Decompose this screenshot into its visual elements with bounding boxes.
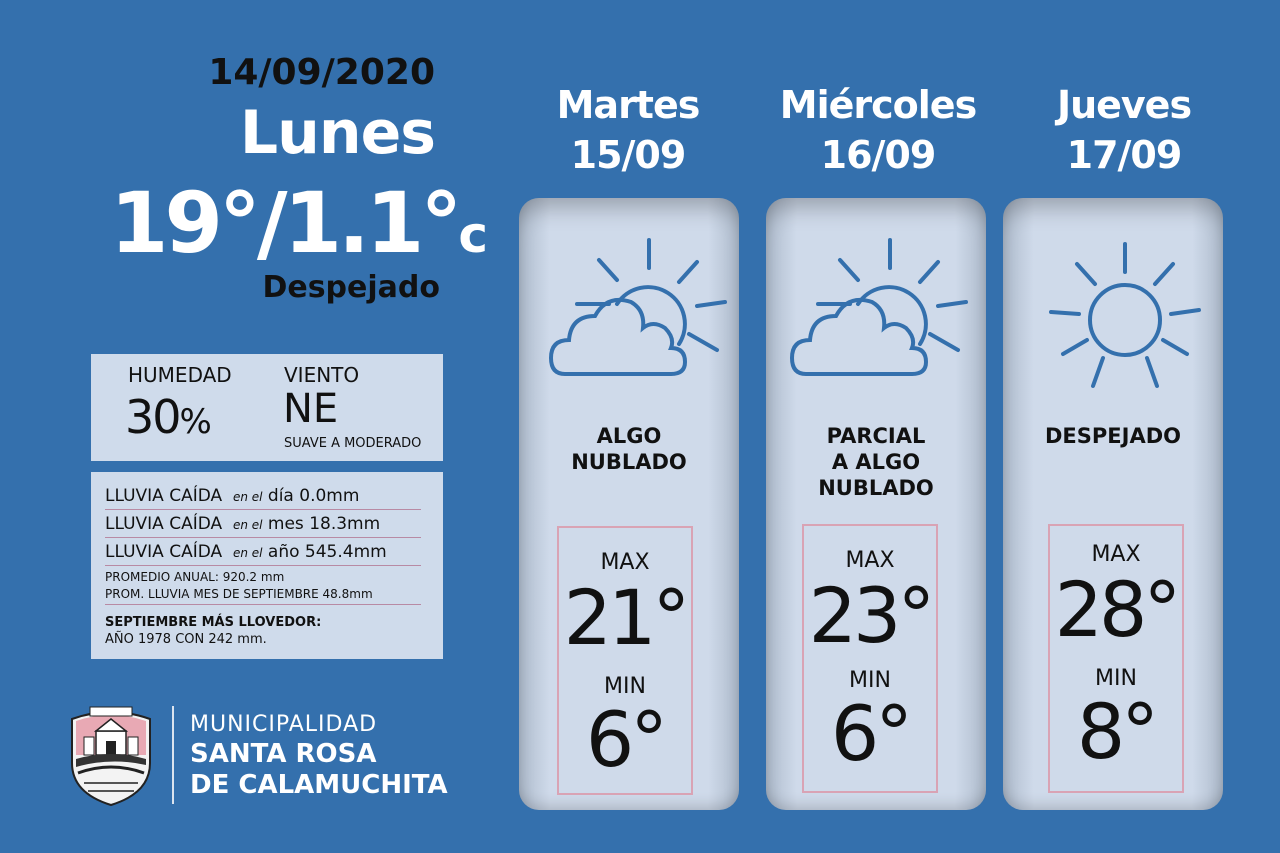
rain-row-month: LLUVIA CAÍDA en el mes 18.3mm (105, 512, 421, 538)
forecast-card: ALGO NUBLADO MAX 21° MIN 6° (519, 198, 739, 810)
current-day-name: Lunes (239, 98, 436, 168)
forecast-condition: DESPEJADO (1003, 423, 1223, 449)
rain-row-label: LLUVIA CAÍDA (105, 514, 223, 534)
partly-cloudy-icon (788, 232, 968, 386)
rainiest-september-title: SEPTIEMBRE MÁS LLOVEDOR: (105, 615, 322, 630)
rain-row-value: 0.0mm (299, 486, 360, 506)
municipality-name: SANTA ROSA DE CALAMUCHITA (190, 739, 448, 801)
min-temperature: 6° (585, 695, 668, 784)
forecast-day-heading: Martes 15/09 (508, 80, 748, 180)
forecast-day-date: 17/09 (1066, 133, 1183, 177)
max-temperature: 21° (563, 573, 691, 662)
forecast-condition-line: A ALGO (831, 450, 921, 474)
municipality-seal (66, 701, 156, 807)
municipality-name-line1: SANTA ROSA (190, 739, 377, 769)
rain-row-prep: en el (232, 518, 263, 532)
rain-row-year: LLUVIA CAÍDA en el año 545.4mm (105, 540, 421, 566)
forecast-day-heading: Miércoles 16/09 (758, 80, 998, 180)
rain-row-label: LLUVIA CAÍDA (105, 486, 223, 506)
forecast-day-name: Miércoles (779, 83, 977, 127)
min-temperature: 8° (1076, 687, 1159, 776)
max-label: MAX (600, 550, 650, 575)
sun-icon (1047, 240, 1203, 396)
humidity-label: HUMEDAD (128, 363, 232, 387)
min-label: MIN (849, 668, 891, 693)
rain-row-period: mes (267, 514, 304, 534)
min-label: MIN (1095, 666, 1137, 691)
annual-average: PROMEDIO ANUAL: 920.2 mm (105, 570, 285, 584)
partly-cloudy-icon (547, 232, 727, 386)
rain-row-value: 18.3mm (309, 514, 381, 534)
rain-panel: LLUVIA CAÍDA en el día 0.0mm LLUVIA CAÍD… (91, 472, 443, 659)
forecast-condition-line: PARCIAL (826, 424, 926, 448)
wind-description: SUAVE A MODERADO (284, 436, 422, 451)
forecast-day-name: Martes (556, 83, 701, 127)
forecast-condition: ALGO NUBLADO (519, 423, 739, 475)
max-temperature: 28° (1054, 565, 1182, 654)
rain-row-value: 545.4mm (304, 542, 387, 562)
forecast-day-date: 15/09 (570, 133, 687, 177)
rain-row-prep: en el (232, 490, 263, 504)
max-temperature: 23° (808, 571, 936, 660)
current-date: 14/09/2020 (208, 52, 435, 93)
wind-label: VIENTO (284, 363, 360, 387)
municipality-name-line2: DE CALAMUCHITA (190, 770, 448, 800)
temperature-range-frame: MAX 21° MIN 6° (557, 526, 693, 795)
temperature-value: 19°/1.1° (110, 174, 462, 272)
forecast-day-heading: Jueves 17/09 (1004, 80, 1244, 180)
forecast-card: DESPEJADO MAX 28° MIN 8° (1003, 198, 1223, 810)
rain-row-period: día (267, 486, 294, 506)
temperature-unit: c (458, 206, 489, 264)
forecast-day-date: 16/09 (820, 133, 937, 177)
current-temperature: 19°/1.1°c (110, 178, 488, 280)
forecast-card: PARCIAL A ALGO NUBLADO MAX 23° MIN 6° (766, 198, 986, 810)
temperature-range-frame: MAX 23° MIN 6° (802, 524, 938, 793)
rain-row-label: LLUVIA CAÍDA (105, 542, 223, 562)
wind-direction: NE (283, 386, 339, 432)
rainiest-september-detail: AÑO 1978 CON 242 mm. (105, 632, 267, 647)
rain-row-period: año (267, 542, 300, 562)
forecast-condition-line: NUBLADO (818, 476, 934, 500)
humidity-value: 30% (125, 390, 212, 444)
max-label: MAX (845, 548, 895, 573)
forecast-day-name: Jueves (1056, 83, 1192, 127)
current-condition: Despejado (262, 270, 440, 305)
forecast-condition-line: NUBLADO (571, 450, 687, 474)
rain-row-prep: en el (232, 546, 263, 560)
max-label: MAX (1091, 542, 1141, 567)
forecast-condition: PARCIAL A ALGO NUBLADO (766, 423, 986, 501)
forecast-condition-line: DESPEJADO (1045, 424, 1181, 448)
humidity-wind-panel: HUMEDAD 30% VIENTO NE SUAVE A MODERADO (91, 354, 443, 461)
forecast-condition-line: ALGO (596, 424, 662, 448)
municipality-label: MUNICIPALIDAD (190, 712, 378, 737)
humidity-number: 30 (125, 390, 182, 444)
temperature-range-frame: MAX 28° MIN 8° (1048, 524, 1184, 793)
rain-row-day: LLUVIA CAÍDA en el día 0.0mm (105, 484, 421, 510)
logo-divider (172, 706, 174, 804)
min-label: MIN (604, 674, 646, 699)
humidity-unit: % (179, 402, 212, 442)
september-average: PROM. LLUVIA MES DE SEPTIEMBRE 48.8mm (105, 587, 421, 605)
min-temperature: 6° (830, 689, 913, 778)
